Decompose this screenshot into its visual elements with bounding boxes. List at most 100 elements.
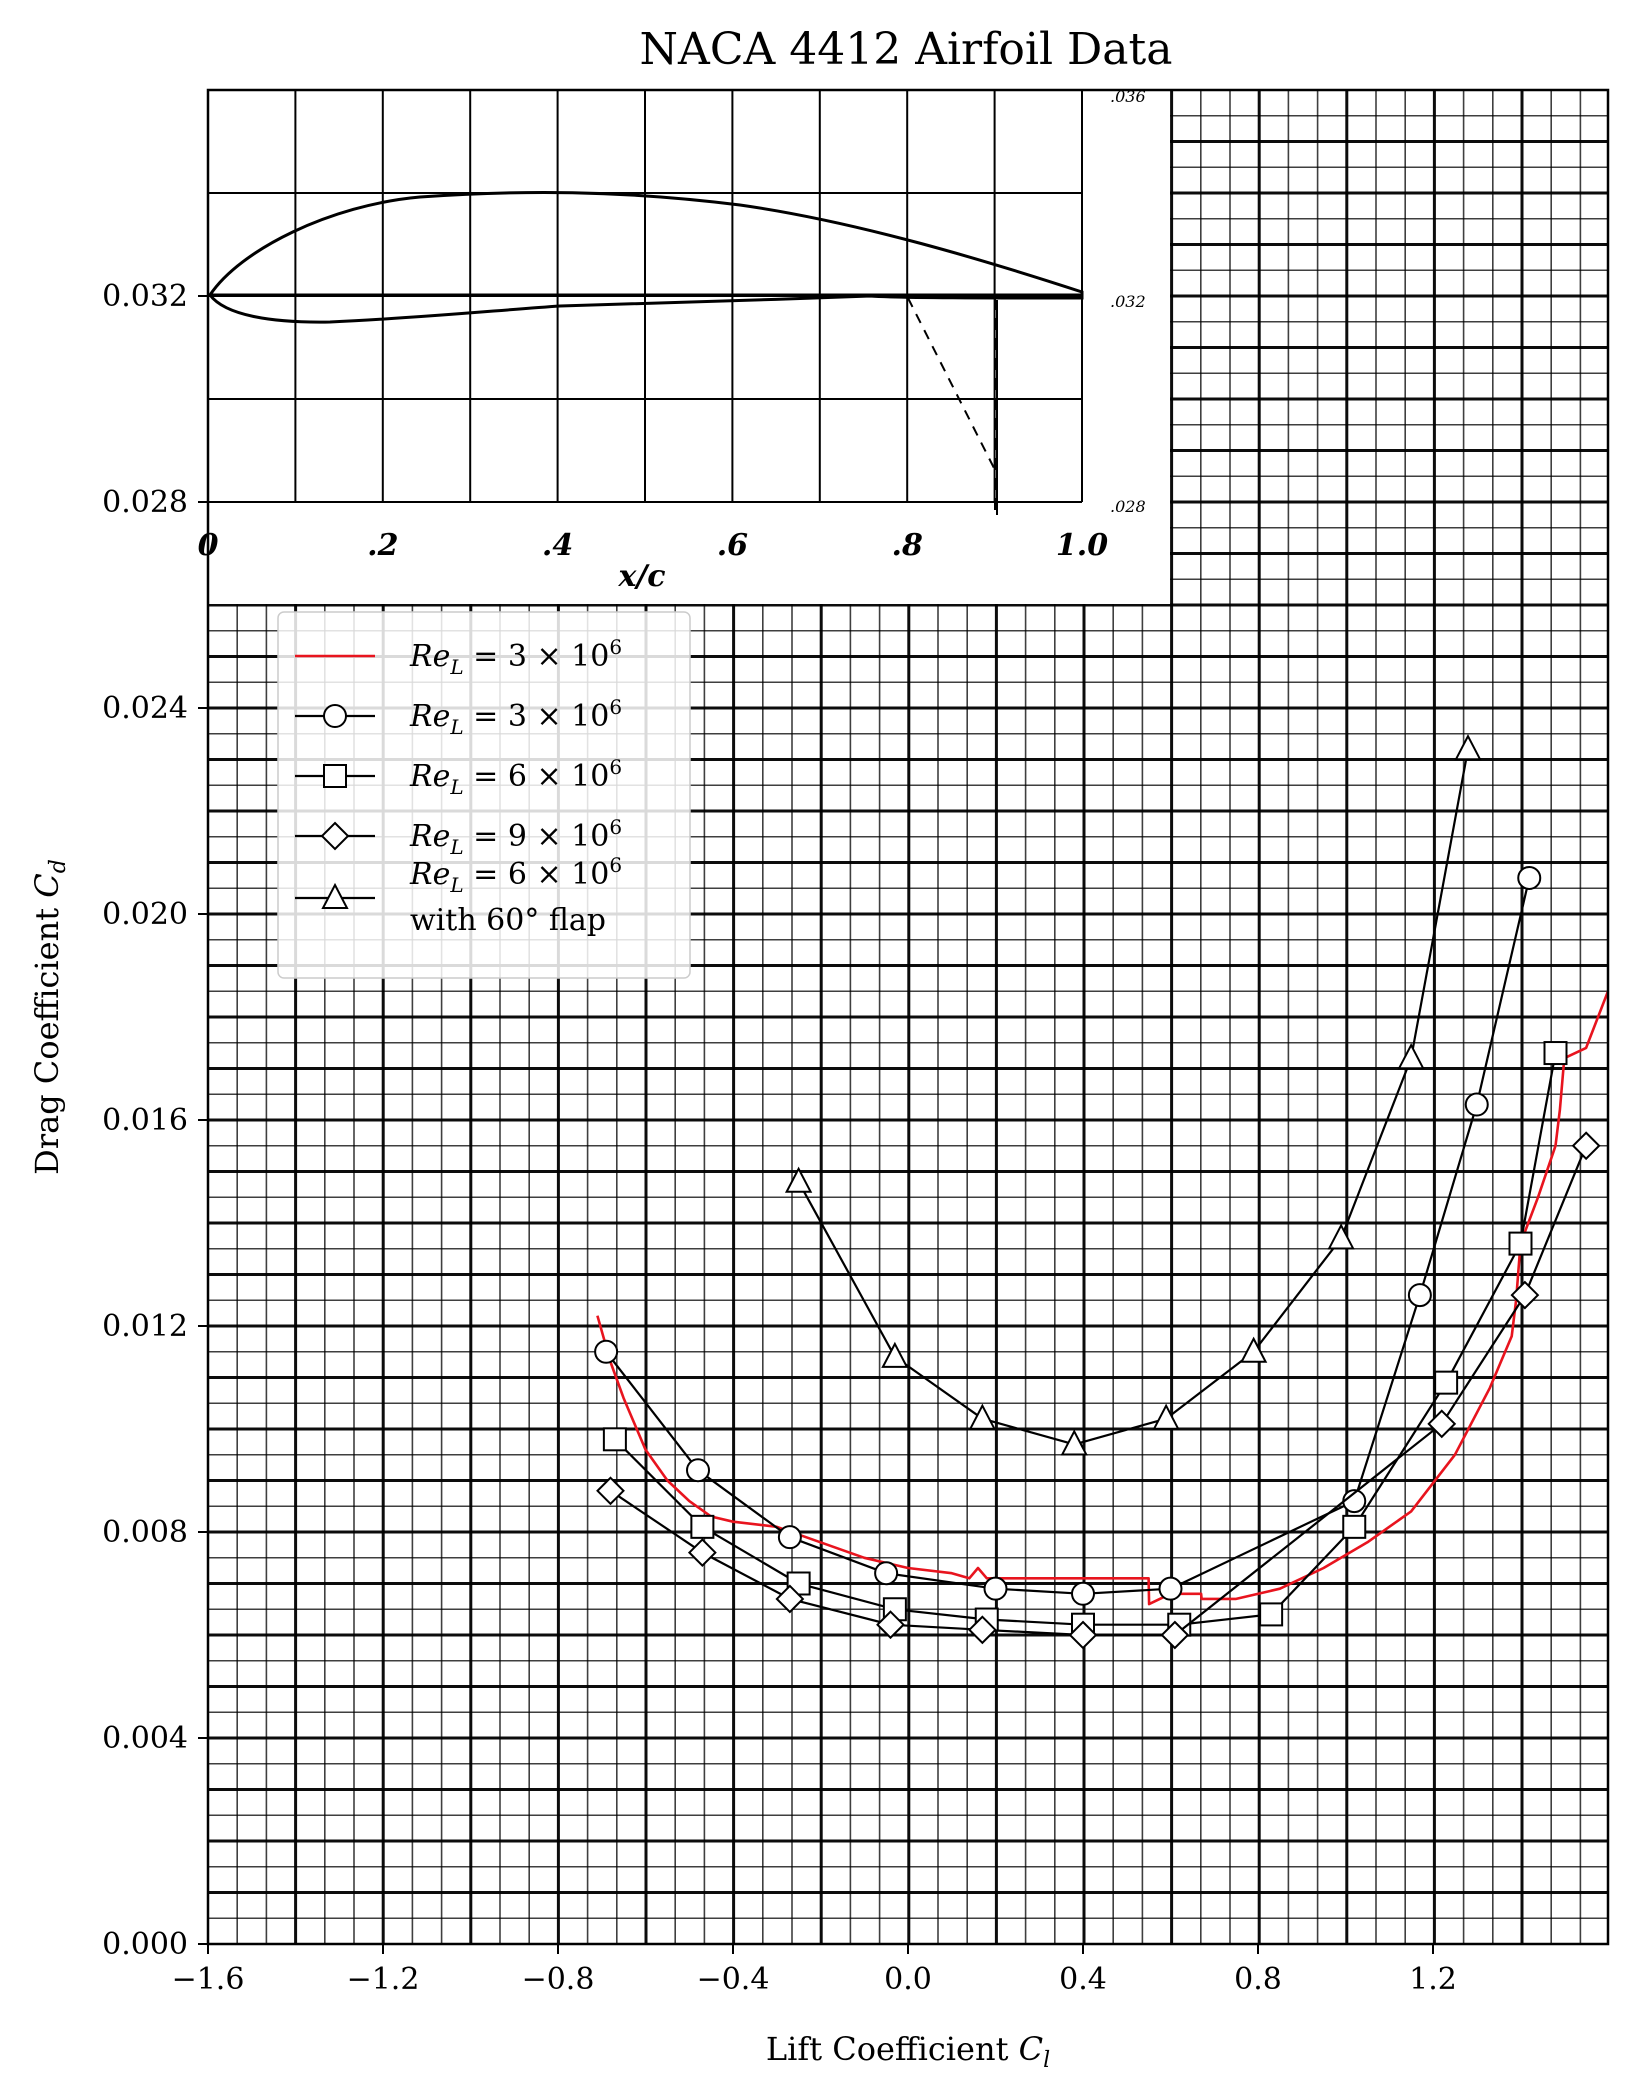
legend-label: ReL = 6 × 106	[409, 853, 622, 897]
y-tick-label: 0.028	[102, 485, 188, 520]
diamond-marker	[1571, 1131, 1601, 1161]
square-marker	[1259, 1602, 1284, 1627]
circle-marker	[594, 1339, 619, 1364]
circle-marker	[1517, 865, 1542, 890]
chart-title: NACA 4412 Airfoil Data	[640, 24, 1173, 75]
axes: −1.6 −1.2 −0.8 −0.4 0.0 0.4 0.8 1.2 0.000 0.004 0.…	[102, 279, 1457, 1997]
inset-x-tick-label: .6	[717, 528, 748, 563]
diamond-marker	[1068, 1620, 1098, 1650]
inset-right-tick-label: .028	[1110, 497, 1146, 516]
circle-marker	[323, 704, 347, 728]
inset-x-tick-label: .2	[367, 528, 398, 563]
legend-label-part: 6	[609, 695, 622, 719]
series-line	[596, 990, 1610, 1606]
series-1	[596, 990, 1610, 1606]
inset-background	[208, 90, 1170, 604]
legend-label-part: L	[449, 835, 463, 859]
x-tick-label: 0.8	[1234, 1962, 1282, 1997]
x-tick-label: 1.2	[1409, 1962, 1457, 1997]
square-marker	[1434, 1370, 1459, 1395]
legend-label: ReL = 9 × 106	[409, 815, 622, 859]
legend-label-part: 6	[609, 853, 622, 877]
legend-label-part: L	[449, 775, 463, 799]
legend-label: ReL = 3 × 106	[409, 635, 622, 679]
circle-marker	[874, 1561, 899, 1586]
circle-marker	[983, 1576, 1008, 1601]
series-line	[609, 1145, 1588, 1637]
legend-label-part: Re	[409, 759, 450, 794]
y-tick-label: 0.016	[102, 1103, 188, 1138]
diamond-marker	[876, 1610, 905, 1640]
axis-subscript: d	[46, 859, 71, 873]
series-layer	[594, 734, 1610, 1650]
axis-symbol: C	[28, 873, 66, 897]
legend-label-part: = 6 × 10	[464, 759, 610, 794]
x-tick-label: −0.4	[697, 1962, 770, 1997]
inset-x-tick-label: .8	[892, 528, 923, 563]
legend-label-part: 6	[609, 635, 622, 659]
circle-marker	[1464, 1092, 1489, 1117]
triangle-marker	[1454, 734, 1482, 761]
circle-marker	[686, 1458, 710, 1483]
inset-x-label: x/c	[617, 559, 665, 594]
inset-x-tick-label: 1.0	[1056, 528, 1108, 563]
legend-box	[277, 611, 691, 979]
series-line	[614, 1052, 1557, 1626]
circle-marker	[1407, 1283, 1432, 1308]
legend-label-part: = 6 × 10	[464, 857, 610, 892]
legend-label-part: L	[449, 655, 463, 679]
legend-label: ReL = 6 × 106	[409, 755, 622, 799]
legend-label-part: = 3 × 10	[464, 639, 610, 674]
y-tick-label: 0.024	[102, 691, 188, 726]
diamond-marker	[687, 1538, 717, 1568]
triangle-marker	[968, 1403, 997, 1430]
triangle-marker	[1397, 1043, 1425, 1070]
series-4	[596, 1131, 1601, 1650]
inset-tick-labels: 0.2.4.6.8 1.0.036.032.028	[198, 87, 1146, 563]
plot-area: 0.2.4.6.8 1.0.036.032.028 x/c	[198, 87, 1610, 1946]
y-tick-label: 0.008	[102, 1515, 188, 1550]
circle-marker	[1071, 1581, 1095, 1606]
legend-label: ReL = 3 × 106	[409, 695, 622, 739]
legend-label-part: 6	[609, 815, 622, 839]
circle-marker	[1158, 1576, 1183, 1601]
x-tick-label: 0.4	[1059, 1962, 1107, 1997]
y-tick-label: 0.032	[102, 279, 188, 314]
triangle-marker	[1239, 1336, 1268, 1363]
legend-label-part: = 3 × 10	[464, 699, 610, 734]
legend-label-part: Re	[409, 699, 450, 734]
square-marker	[1508, 1231, 1533, 1256]
x-axis-label-text: Lift Coefficient	[766, 2030, 1019, 2068]
airfoil-profile	[208, 190, 1084, 324]
flap-dashed-line	[907, 297, 996, 471]
series-5	[784, 734, 1482, 1456]
diamond-marker	[1160, 1620, 1190, 1650]
x-tick-label: −0.8	[522, 1962, 595, 1997]
triangle-marker	[1060, 1429, 1088, 1456]
square-marker	[323, 764, 347, 788]
diamond-marker	[967, 1615, 997, 1645]
diamond-marker	[1427, 1409, 1457, 1439]
diamond-marker	[775, 1584, 805, 1614]
x-tick-label: −1.2	[347, 1962, 420, 1997]
square-marker	[1342, 1514, 1367, 1539]
series-2	[594, 865, 1542, 1606]
circle-marker	[777, 1525, 802, 1550]
square-marker	[690, 1514, 715, 1539]
triangle-marker	[784, 1166, 813, 1193]
legend-label-part: L	[449, 715, 463, 739]
x-tick-label: 0.0	[884, 1962, 932, 1997]
y-tick-label: 0.004	[102, 1721, 188, 1756]
y-tick-label: 0.020	[102, 897, 188, 932]
inset-right-tick-label: .036	[1110, 87, 1146, 106]
legend-label-part: 6	[609, 755, 622, 779]
y-tick-label: 0.000	[102, 1927, 188, 1962]
legend-label-line2: with 60° flap	[410, 903, 606, 938]
legend-label-part: = 9 × 10	[464, 819, 610, 854]
triangle-marker	[881, 1341, 909, 1368]
legend-label-part: L	[449, 873, 463, 897]
legend-label-part: Re	[409, 639, 450, 674]
triangle-marker	[1327, 1223, 1355, 1250]
diamond-marker	[596, 1476, 625, 1506]
